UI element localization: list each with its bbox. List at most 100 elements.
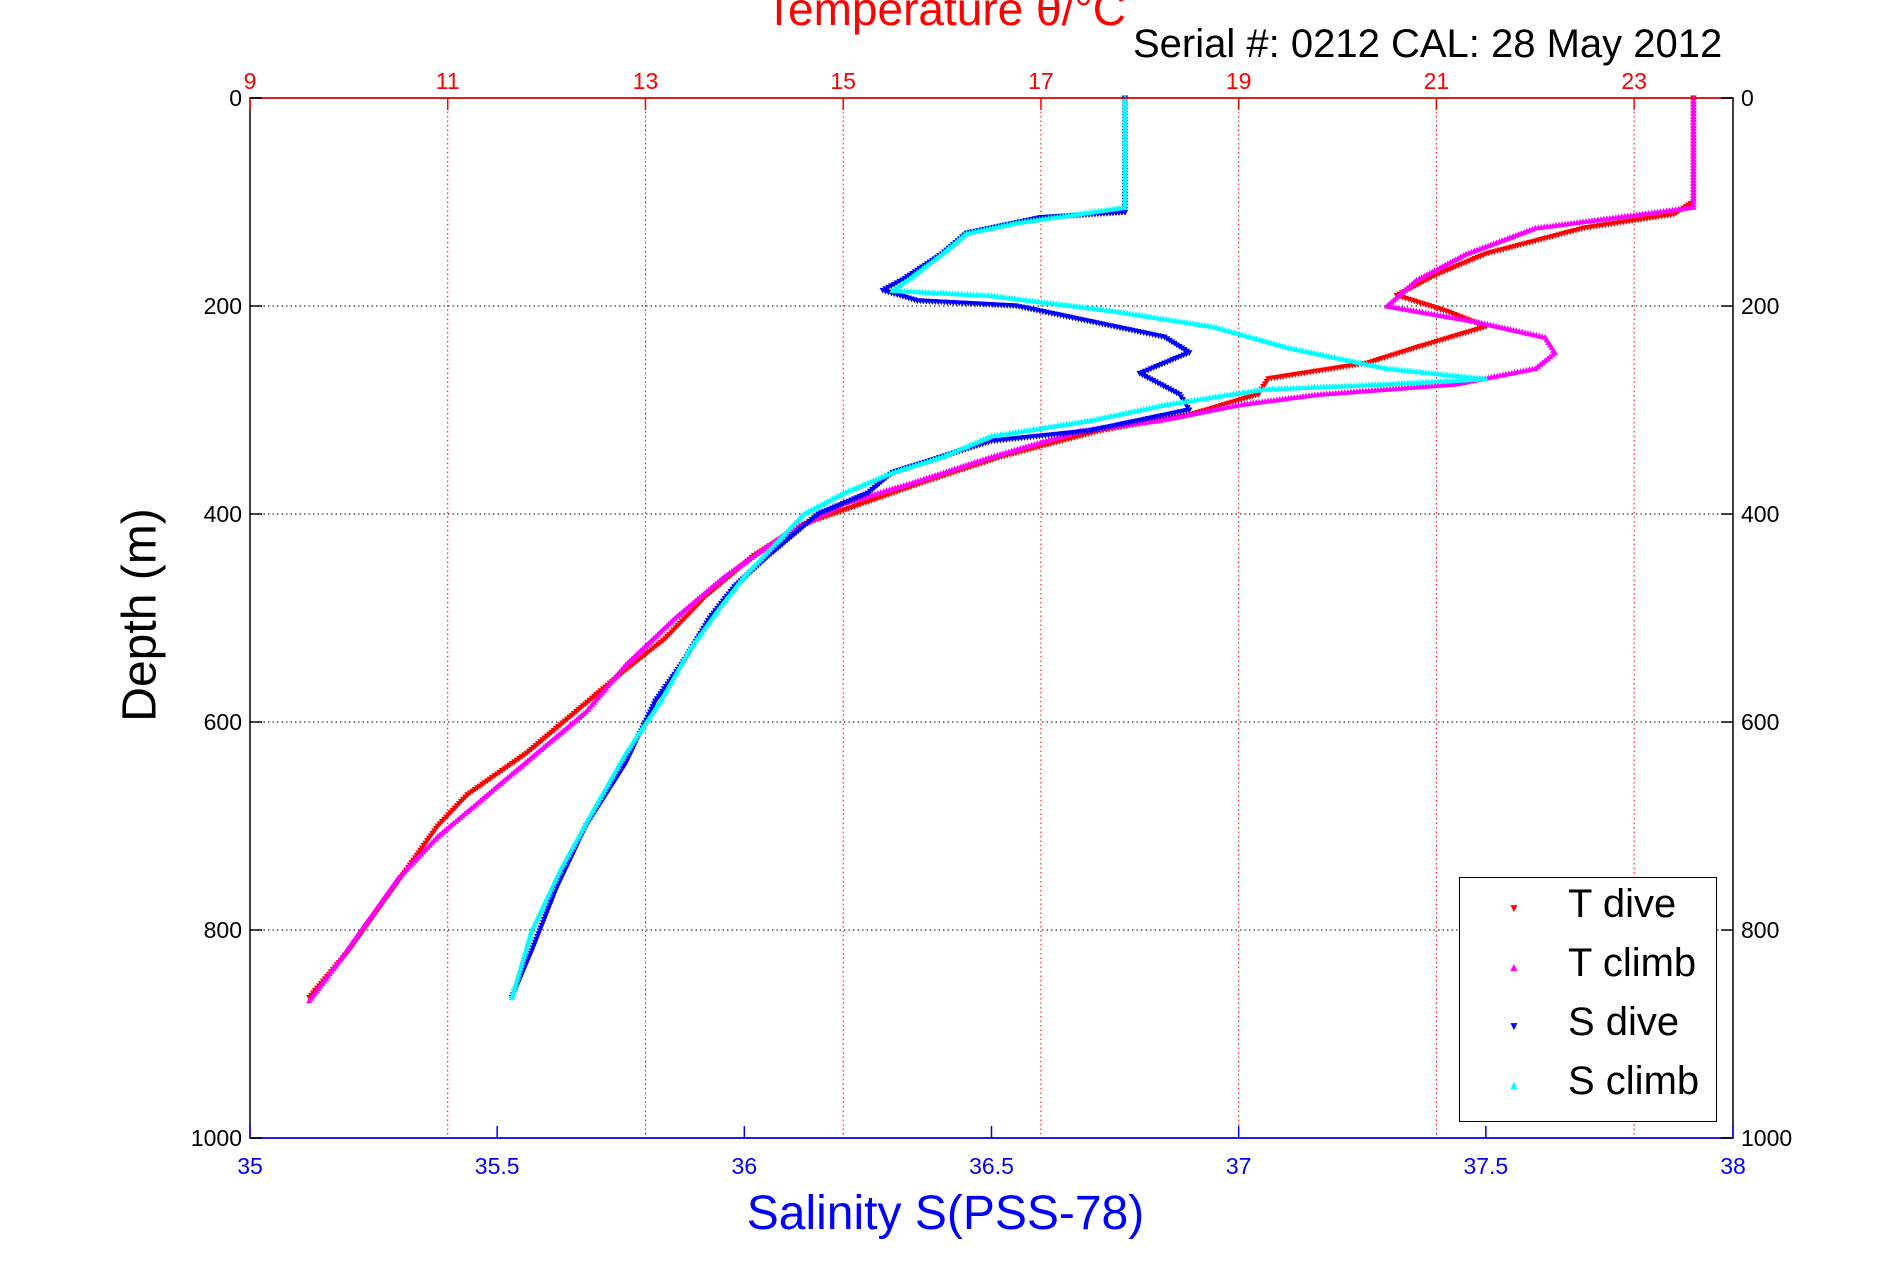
- data-point: [1690, 197, 1697, 204]
- data-point: [1690, 191, 1697, 198]
- data-point: [1178, 345, 1186, 352]
- depth-tick-label-right: 1000: [1741, 1125, 1792, 1151]
- data-point: [1690, 113, 1697, 119]
- legend-label: S dive: [1568, 1000, 1680, 1044]
- data-point: [1121, 119, 1129, 126]
- data-point: [1690, 97, 1697, 104]
- data-point: [1690, 194, 1697, 201]
- salinity-tick-label: 35: [237, 1153, 263, 1179]
- data-point: [1171, 340, 1178, 347]
- temperature-tick-label: 21: [1424, 68, 1450, 94]
- data-point: [1690, 107, 1697, 113]
- legend: ▼ T dive ▲ T climb ▼ S dive ▲ S climb: [1459, 877, 1717, 1122]
- depth-axis-label: Depth (m): [113, 508, 167, 722]
- data-point: [1685, 202, 1692, 209]
- series-s-climb: [508, 94, 1490, 1001]
- depth-tick-label-left: 600: [204, 709, 242, 735]
- depth-tick-label-left: 1000: [191, 1125, 242, 1151]
- data-point: [1690, 140, 1697, 147]
- legend-label: T dive: [1568, 882, 1677, 926]
- data-point: [1690, 173, 1697, 180]
- legend-marker: ▼: [1508, 901, 1520, 915]
- data-point: [1121, 122, 1129, 129]
- data-point: [1690, 146, 1697, 153]
- data-point: [1121, 116, 1129, 122]
- data-point: [1690, 170, 1697, 177]
- data-point: [1121, 170, 1129, 177]
- data-point: [888, 283, 895, 290]
- data-point: [893, 280, 901, 287]
- data-point: [1690, 158, 1697, 165]
- data-point: [1121, 103, 1129, 110]
- data-point: [1690, 137, 1697, 144]
- data-point: [1121, 149, 1129, 156]
- data-point: [1690, 122, 1697, 129]
- data-point: [1690, 116, 1697, 122]
- depth-tick-label-left: 0: [229, 85, 242, 111]
- salinity-axis-title: Salinity S(PSS-78): [746, 1187, 1145, 1240]
- data-point: [1690, 161, 1697, 168]
- data-point: [885, 284, 892, 291]
- salinity-tick-label: 37: [1226, 1153, 1252, 1179]
- temperature-axis-title: Temperature θ/°C: [765, 0, 1126, 35]
- data-point: [1161, 334, 1168, 341]
- data-point: [1121, 100, 1129, 107]
- data-point: [1690, 188, 1697, 195]
- data-point: [896, 278, 903, 285]
- data-point: [1181, 347, 1188, 353]
- data-point: [1121, 167, 1129, 174]
- data-point: [1121, 158, 1129, 165]
- data-point: [1121, 197, 1129, 204]
- data-point: [1690, 128, 1697, 135]
- data-point: [1121, 176, 1129, 183]
- data-point: [1121, 107, 1129, 113]
- data-point: [1121, 146, 1129, 153]
- legend-label: S climb: [1568, 1059, 1700, 1103]
- data-point: [1121, 97, 1129, 104]
- data-point: [1121, 113, 1129, 119]
- data-point: [1121, 164, 1129, 171]
- depth-tick-label-left: 400: [204, 501, 242, 527]
- data-point: [1121, 125, 1129, 132]
- depth-tick-label-left: 200: [204, 293, 242, 319]
- depth-tick-label-right: 200: [1741, 293, 1779, 319]
- series-t-climb: [306, 94, 1697, 1004]
- data-point: [1121, 155, 1129, 162]
- series-s-dive: [508, 95, 1193, 1001]
- data-point: [1121, 152, 1129, 159]
- legend-marker: ▲: [1508, 1078, 1520, 1092]
- data-point: [1163, 336, 1171, 342]
- data-point: [1690, 185, 1697, 192]
- temperature-tick-label: 15: [830, 68, 856, 94]
- legend-marker: ▲: [1508, 960, 1520, 974]
- data-point: [1121, 134, 1129, 141]
- data-point: [1121, 182, 1129, 189]
- depth-tick-label-right: 0: [1741, 85, 1754, 111]
- depth-tick-label-right: 600: [1741, 709, 1779, 735]
- salinity-tick-label: 37.5: [1463, 1153, 1508, 1179]
- data-point: [1690, 134, 1697, 141]
- data-point: [1690, 131, 1697, 138]
- data-point: [1690, 179, 1697, 186]
- data-point: [1690, 100, 1697, 107]
- legend-label: T climb: [1568, 941, 1697, 985]
- data-point: [1690, 164, 1697, 171]
- data-point: [1690, 103, 1697, 110]
- data-point: [508, 994, 516, 1001]
- legend-item-t-climb: ▲ T climb: [1460, 937, 1716, 996]
- data-layer: [306, 94, 1697, 1004]
- data-point: [1690, 176, 1697, 183]
- data-point: [1121, 173, 1129, 180]
- data-point: [1690, 200, 1697, 207]
- depth-tick-label-left: 800: [204, 917, 242, 943]
- salinity-tick-label: 36: [732, 1153, 758, 1179]
- data-point: [1690, 143, 1697, 150]
- data-point: [1121, 185, 1129, 192]
- legend-item-s-climb: ▲ S climb: [1460, 1055, 1716, 1114]
- data-point: [1121, 200, 1129, 207]
- data-point: [1690, 149, 1697, 156]
- temperature-tick-label: 17: [1028, 68, 1054, 94]
- data-point: [1690, 110, 1697, 116]
- depth-tick-label-right: 800: [1741, 917, 1779, 943]
- data-point: [1690, 125, 1697, 132]
